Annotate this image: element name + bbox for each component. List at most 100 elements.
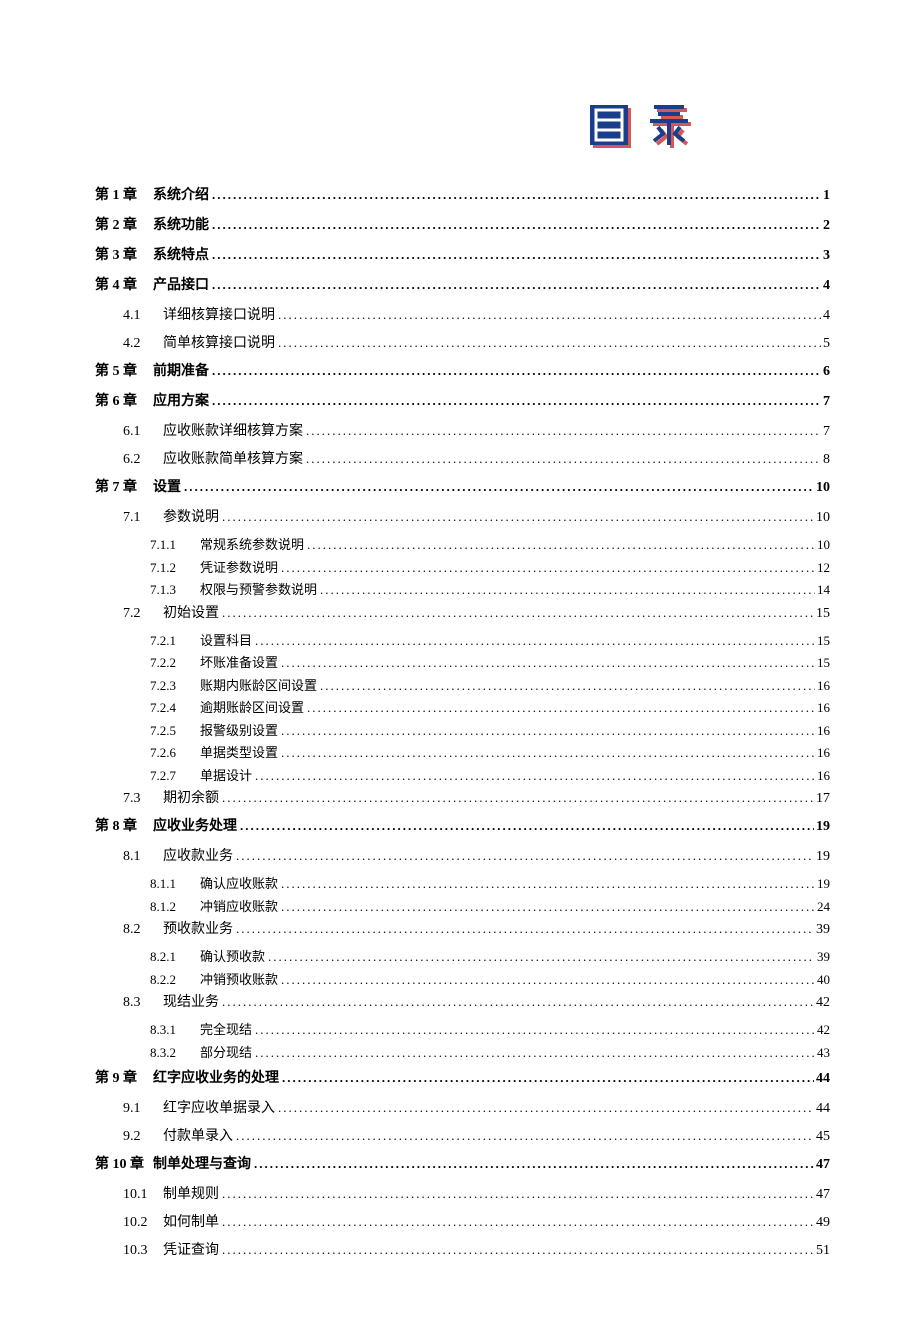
toc-number: 第 3 章 <box>95 245 153 266</box>
toc-title: 付款单录入 <box>163 1126 233 1147</box>
chapter-group: 第 10 章制单处理与查询 ..........................… <box>95 1154 830 1261</box>
toc-page-number: 45 <box>814 1126 830 1147</box>
toc-title: 逾期账龄区间设置 <box>200 698 304 718</box>
toc-number: 7.1.1 <box>150 535 200 555</box>
toc-title: 凭证参数说明 <box>200 558 278 578</box>
toc-entry-level-3: 7.1.3权限与预警参数说明 .........................… <box>95 580 830 600</box>
toc-page-number: 16 <box>815 743 830 763</box>
toc-title: 详细核算接口说明 <box>163 305 275 326</box>
toc-entry-level-1: 第 10 章制单处理与查询 ..........................… <box>95 1154 830 1175</box>
toc-leader-dots: ........................................… <box>275 333 821 353</box>
toc-leader-dots: ........................................… <box>252 631 815 651</box>
toc-entry-level-3: 7.2.4逾期账龄区间设置 ..........................… <box>95 698 830 718</box>
toc-entry-level-2: 4.2简单核算接口说明 ............................… <box>95 333 830 354</box>
toc-title: 红字应收业务的处理 <box>153 1068 279 1089</box>
toc-title: 设置科目 <box>200 631 252 651</box>
toc-page-number: 16 <box>815 698 830 718</box>
toc-page-number: 19 <box>814 846 830 867</box>
chapter-group: 第 7 章设置 ................................… <box>95 477 830 809</box>
toc-leader-dots: ........................................… <box>209 275 821 295</box>
toc-entry-level-1: 第 7 章设置 ................................… <box>95 477 830 498</box>
toc-leader-dots: ........................................… <box>233 919 814 939</box>
chapter-group: 第 9 章红字应收业务的处理 .........................… <box>95 1068 830 1147</box>
toc-page-number: 2 <box>821 215 830 236</box>
toc-title: 系统功能 <box>153 215 209 236</box>
toc-entry-level-1: 第 1 章系统介绍 ..............................… <box>95 185 830 206</box>
toc-entry-level-3: 8.2.2冲销预收账款 ............................… <box>95 970 830 990</box>
chapter-group: 第 1 章系统介绍 ..............................… <box>95 185 830 206</box>
toc-page-number: 15 <box>815 631 830 651</box>
toc-leader-dots: ........................................… <box>209 391 821 411</box>
toc-title: 坏账准备设置 <box>200 653 278 673</box>
toc-title: 应收账款简单核算方案 <box>163 449 303 470</box>
toc-page-number: 10 <box>814 507 830 528</box>
toc-leader-dots: ........................................… <box>209 215 821 235</box>
toc-page-number: 16 <box>815 676 830 696</box>
toc-number: 4.1 <box>123 305 163 326</box>
toc-entry-level-2: 4.1详细核算接口说明 ............................… <box>95 305 830 326</box>
toc-number: 8.3.1 <box>150 1020 200 1040</box>
toc-number: 9.2 <box>123 1126 163 1147</box>
toc-number: 第 1 章 <box>95 185 153 206</box>
toc-leader-dots: ........................................… <box>219 603 814 623</box>
toc-page-number: 39 <box>815 947 830 967</box>
toc-title: 系统介绍 <box>153 185 209 206</box>
toc-leader-dots: ........................................… <box>219 1184 814 1204</box>
toc-title: 设置 <box>153 477 181 498</box>
toc-leader-dots: ........................................… <box>265 947 815 967</box>
toc-number: 10.3 <box>123 1240 163 1261</box>
page-container: 第 1 章系统介绍 ..............................… <box>0 0 920 1318</box>
toc-title: 制单规则 <box>163 1184 219 1205</box>
toc-leader-dots: ........................................… <box>209 245 821 265</box>
chapter-group: 第 4 章产品接口 ..............................… <box>95 275 830 354</box>
toc-entry-level-2: 10.3凭证查询 ...............................… <box>95 1240 830 1261</box>
toc-entry-level-1: 第 3 章系统特点 ..............................… <box>95 245 830 266</box>
toc-page-number: 19 <box>814 816 830 837</box>
toc-entry-level-3: 7.1.1常规系统参数说明 ..........................… <box>95 535 830 555</box>
chapter-group: 第 6 章应用方案 ..............................… <box>95 391 830 470</box>
toc-title: 单据类型设置 <box>200 743 278 763</box>
toc-entry-level-1: 第 2 章系统功能 ..............................… <box>95 215 830 236</box>
toc-page-number: 10 <box>814 477 830 498</box>
toc-number: 第 7 章 <box>95 477 153 498</box>
toc-title: 权限与预警参数说明 <box>200 580 317 600</box>
toc-number: 8.1.1 <box>150 874 200 894</box>
toc-page-number: 39 <box>814 919 830 940</box>
toc-number: 7.2.1 <box>150 631 200 651</box>
toc-leader-dots: ........................................… <box>278 874 815 894</box>
toc-number: 7.2.2 <box>150 653 200 673</box>
toc-title: 应收业务处理 <box>153 816 237 837</box>
toc-page-number: 44 <box>814 1098 830 1119</box>
toc-page-number: 17 <box>814 788 830 809</box>
toc-number: 7.1 <box>123 507 163 528</box>
toc-page-number: 51 <box>814 1240 830 1261</box>
toc-number: 6.2 <box>123 449 163 470</box>
toc-number: 8.3 <box>123 992 163 1013</box>
toc-entry-level-3: 7.1.2凭证参数说明 ............................… <box>95 558 830 578</box>
toc-number: 第 2 章 <box>95 215 153 236</box>
toc-entry-level-2: 7.2初始设置 ................................… <box>95 603 830 624</box>
toc-leader-dots: ........................................… <box>252 766 815 786</box>
toc-leader-dots: ........................................… <box>278 743 815 763</box>
toc-entry-level-1: 第 5 章前期准备 ..............................… <box>95 361 830 382</box>
toc-page-number: 42 <box>814 992 830 1013</box>
toc-title: 产品接口 <box>153 275 209 296</box>
toc-entry-level-2: 7.1参数说明 ................................… <box>95 507 830 528</box>
toc-number: 7.2.4 <box>150 698 200 718</box>
chapter-group: 第 8 章应收业务处理 ............................… <box>95 816 830 1062</box>
toc-leader-dots: ........................................… <box>317 580 815 600</box>
toc-page-number: 47 <box>814 1184 830 1205</box>
toc-number: 7.1.3 <box>150 580 200 600</box>
toc-page-number: 1 <box>821 185 830 206</box>
toc-entry-level-1: 第 6 章应用方案 ..............................… <box>95 391 830 412</box>
toc-title: 初始设置 <box>163 603 219 624</box>
toc-entry-level-3: 8.3.2部分现结 ..............................… <box>95 1043 830 1063</box>
toc-leader-dots: ........................................… <box>237 816 814 836</box>
toc-number: 10.2 <box>123 1212 163 1233</box>
toc-number: 7.2.7 <box>150 766 200 786</box>
toc-entry-level-3: 8.1.1确认应收账款 ............................… <box>95 874 830 894</box>
toc-entry-level-3: 7.2.3账期内账龄区间设置 .........................… <box>95 676 830 696</box>
toc-entry-level-2: 6.1应收账款详细核算方案 ..........................… <box>95 421 830 442</box>
toc-leader-dots: ........................................… <box>209 361 821 381</box>
chapter-group: 第 3 章系统特点 ..............................… <box>95 245 830 266</box>
